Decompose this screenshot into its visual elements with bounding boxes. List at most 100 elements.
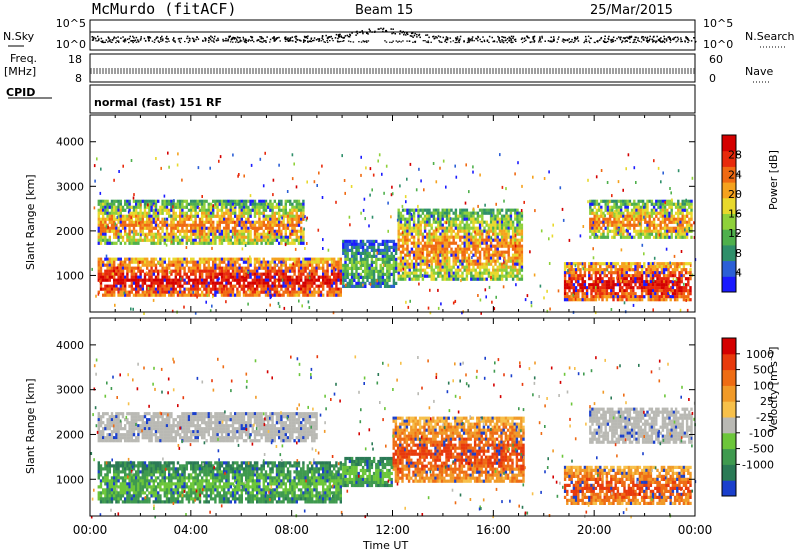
noise-point	[649, 35, 651, 38]
noise-point	[92, 37, 94, 40]
power-cell	[267, 284, 270, 288]
power-cell	[119, 217, 122, 221]
noise-search-point	[132, 40, 134, 42]
power-cell	[583, 280, 587, 284]
power-cell	[289, 290, 292, 294]
power-cell	[689, 262, 692, 266]
power-cell	[203, 229, 206, 233]
power-cell	[514, 226, 517, 230]
power-cell	[673, 298, 677, 302]
nave-rtick-bottom: 0	[709, 72, 716, 85]
power-cell	[465, 217, 469, 221]
noise-point	[552, 38, 555, 41]
power-cell	[172, 211, 175, 215]
power-cell	[625, 289, 628, 293]
power-cell	[514, 265, 517, 269]
power-cell	[253, 269, 257, 273]
power-cell	[470, 214, 473, 218]
power-cell	[570, 274, 573, 278]
power-cell	[170, 284, 173, 288]
power-cell	[146, 211, 149, 215]
power-cell	[408, 214, 411, 218]
power-cell	[143, 208, 147, 212]
power-cell	[216, 205, 219, 209]
power-cell	[494, 229, 497, 233]
power-cell	[676, 292, 679, 296]
power-cell	[157, 293, 160, 297]
power-cell	[459, 208, 462, 212]
noise-point	[508, 36, 510, 39]
noise-search-point	[551, 41, 553, 43]
power-cell	[231, 272, 235, 276]
power-cell	[194, 290, 197, 294]
power-cell	[399, 262, 403, 266]
power-cell	[618, 265, 622, 269]
power-cell	[192, 281, 195, 285]
power-cell	[163, 238, 166, 242]
power-cell	[680, 295, 683, 299]
power-cell	[366, 272, 369, 276]
power-cell	[415, 274, 418, 278]
power-cell	[306, 278, 309, 282]
power-cell	[113, 281, 116, 285]
power-cell	[214, 269, 217, 273]
power-cell	[656, 295, 659, 299]
power-cell	[419, 259, 422, 263]
noise-point	[646, 38, 648, 40]
power-cell	[676, 286, 679, 290]
power-cell	[489, 223, 493, 227]
power-cell	[179, 287, 182, 291]
power-cell	[682, 286, 686, 290]
power-cell	[492, 271, 495, 275]
power-cell	[339, 257, 342, 261]
power-cell	[656, 265, 659, 269]
power-cell	[229, 263, 232, 267]
power-cell	[113, 232, 116, 236]
power-cell	[366, 254, 369, 258]
power-cell	[179, 232, 182, 236]
power-cell	[417, 274, 420, 278]
power-cell	[170, 238, 173, 242]
power-cell	[463, 241, 466, 245]
power-cell	[406, 241, 409, 245]
power-cell	[467, 262, 471, 266]
power-cell	[410, 217, 414, 221]
power-cell	[154, 232, 158, 236]
noise-point	[399, 30, 402, 32]
power-cell	[194, 238, 197, 242]
noise-search-point	[445, 41, 448, 44]
power-cell	[394, 242, 398, 246]
power-cell	[198, 226, 202, 230]
power-cell	[687, 277, 690, 281]
power-cell	[649, 292, 653, 296]
power-cell	[143, 257, 147, 261]
power-cell	[443, 220, 447, 224]
noise-point	[665, 38, 668, 40]
power-cell	[317, 290, 320, 294]
noise-point	[105, 39, 108, 41]
noise-point	[523, 37, 526, 39]
power-cell	[220, 199, 224, 203]
power-cell	[665, 265, 668, 269]
power-cell	[574, 280, 578, 284]
power-cell	[496, 247, 499, 251]
power-cell	[500, 226, 504, 230]
power-cell	[621, 295, 624, 299]
power-cell	[234, 293, 237, 297]
power-cell	[361, 251, 365, 255]
power-cell	[514, 256, 517, 260]
power-cell	[388, 263, 391, 267]
power-cell	[662, 265, 666, 269]
noise-search-point	[521, 41, 524, 44]
power-cell	[676, 280, 679, 284]
noise-search-point	[129, 40, 132, 42]
power-cell	[454, 241, 458, 245]
power-cell	[509, 226, 513, 230]
power-cell	[401, 277, 405, 281]
power-cell	[437, 247, 440, 251]
power-cell	[280, 275, 283, 279]
power-cell	[223, 202, 226, 206]
power-cell	[599, 280, 602, 284]
power-cell	[170, 235, 173, 239]
power-cell	[684, 277, 688, 281]
